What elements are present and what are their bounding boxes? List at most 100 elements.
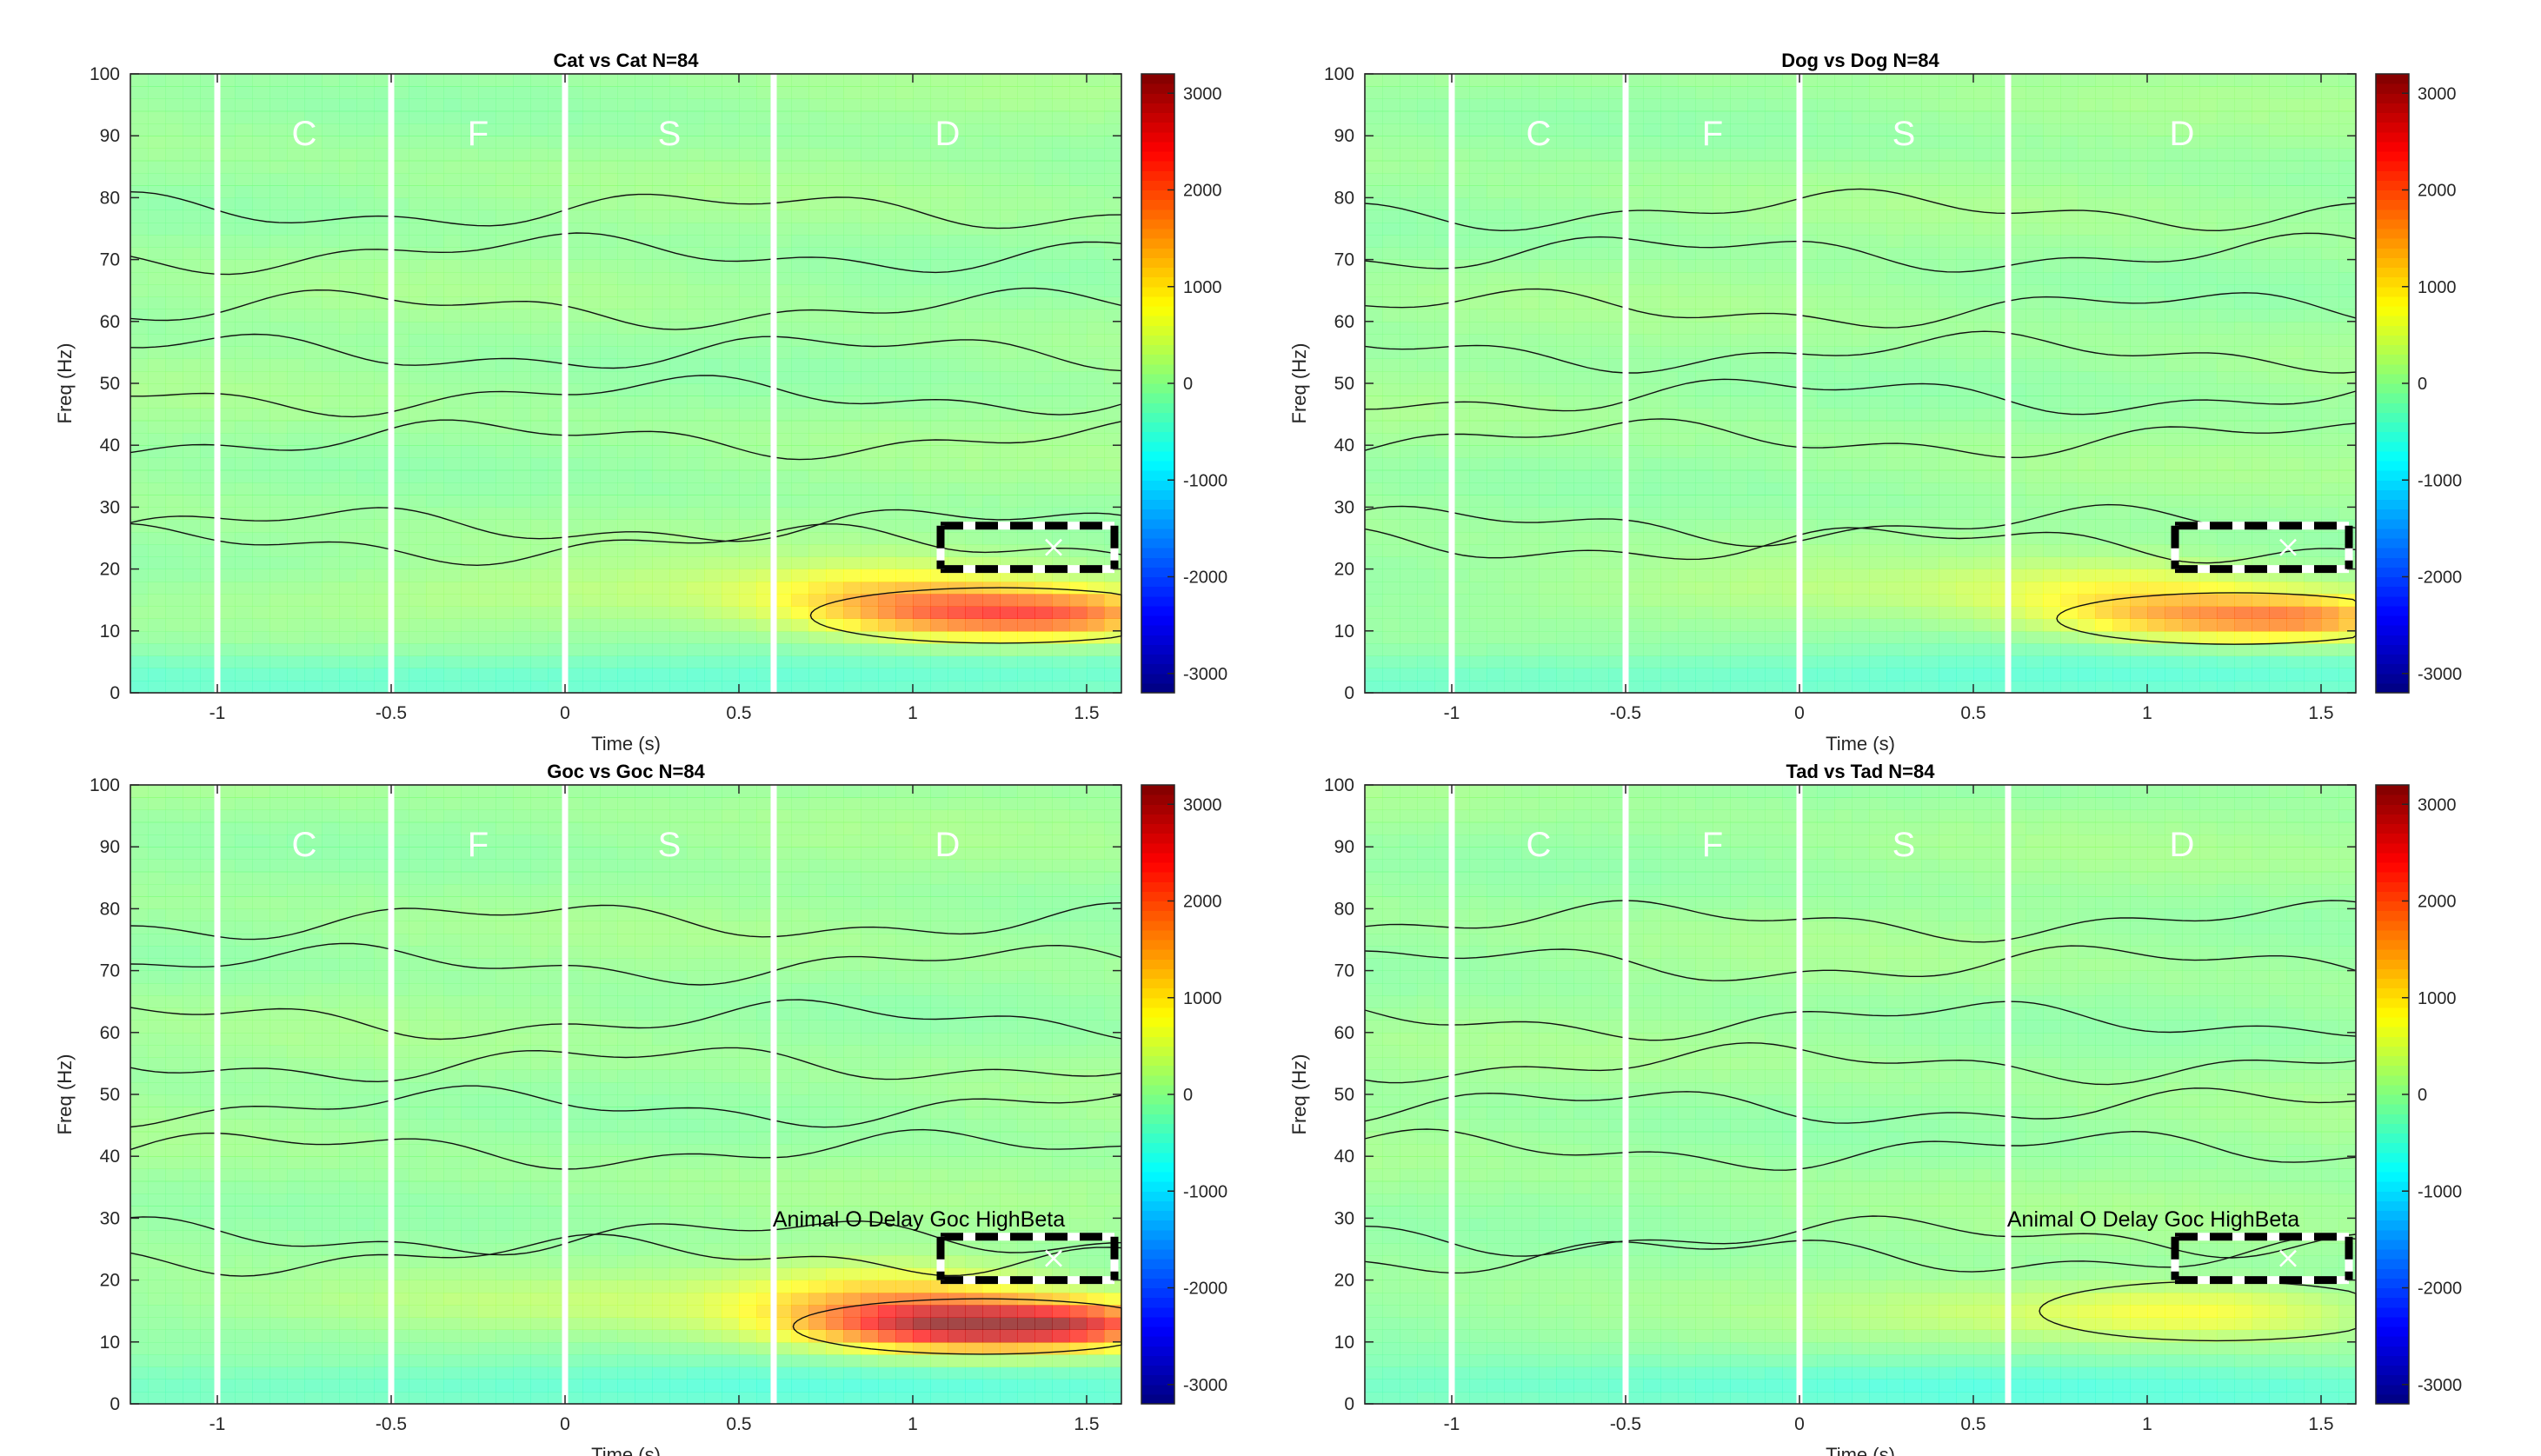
heatmap-cell [1521,581,1540,595]
heatmap-cell [513,209,531,223]
heatmap-cell [913,86,931,100]
heatmap-cell [1069,457,1088,471]
heatmap-cell [356,618,375,632]
heatmap-cell [252,235,270,248]
heatmap-cell [669,655,688,669]
heatmap-cell [287,235,305,248]
heatmap-cell [374,445,392,459]
heatmap-cell [1417,222,1435,236]
heatmap-cell [1886,370,1905,384]
heatmap-cell [1921,544,1939,557]
heatmap-cell [1434,209,1453,223]
heatmap-cell [217,420,236,434]
heatmap-cell [1817,284,1835,297]
heatmap-cell [582,432,601,446]
heatmap-cell [1052,321,1070,335]
heatmap-cell [374,247,392,261]
heatmap-cell [1573,334,1592,347]
heatmap-cell [1886,482,1905,495]
heatmap-cell [322,148,340,162]
heatmap-cell [1017,235,1035,248]
heatmap-cell [756,185,775,198]
colorbar-segment [1141,402,1174,413]
heatmap-cell [1539,531,1557,545]
heatmap-cell [1956,643,1974,656]
heatmap-cell [826,568,844,582]
heatmap-cell [1834,396,1853,409]
heatmap-cell [1382,482,1400,495]
heatmap-cell [722,680,740,694]
heatmap-cell [687,507,705,521]
heatmap-cell [1695,74,1713,87]
heatmap-cell [1591,123,1609,136]
heatmap-cell [930,358,948,372]
heatmap-cell [478,581,496,595]
heatmap-cell [1852,495,1870,508]
heatmap-cell [461,309,479,322]
heatmap-cell [339,74,357,87]
heatmap-cell [1939,544,1957,557]
heatmap-cell [1904,606,1922,620]
heatmap-cell [513,544,531,557]
colorbar-segment [1141,238,1174,249]
heatmap-cell [148,432,166,446]
heatmap-cell [930,235,948,248]
heatmap-cell [617,469,635,483]
heatmap-cell [1052,383,1070,396]
heatmap-cell [635,680,653,694]
heatmap-cell [739,110,757,124]
heatmap-cell [1487,581,1505,595]
heatmap-cell [1087,606,1105,620]
heatmap-cell [600,630,618,644]
heatmap-cell [895,680,914,694]
heatmap-cell [652,74,670,87]
heatmap-cell [930,445,948,459]
heatmap-cell [948,222,966,236]
heatmap-cell [1104,222,1122,236]
heatmap-cell [252,383,270,396]
heatmap-cell [1521,309,1540,322]
heatmap-cell [878,247,896,261]
heatmap-cell [1000,408,1018,422]
heatmap-cell [565,643,583,656]
heatmap-cell [269,432,288,446]
heatmap-cell [322,396,340,409]
heatmap-cell [878,519,896,533]
heatmap-cell [1400,334,1418,347]
heatmap-cell [1852,519,1870,533]
heatmap-cell [1104,370,1122,384]
heatmap-cell [635,346,653,360]
heatmap-cell [165,432,183,446]
heatmap-cell [1852,235,1870,248]
heatmap-cell [1591,507,1609,521]
heatmap-cell [356,594,375,607]
heatmap-cell [513,445,531,459]
heatmap-cell [1695,346,1713,360]
heatmap-cell [1556,358,1574,372]
heatmap-cell [1730,110,1748,124]
heatmap-cell [1434,383,1453,396]
heatmap-cell [1034,495,1053,508]
heatmap-cell [496,655,514,669]
heatmap-cell [565,148,583,162]
y-tick-label: 40 [100,435,120,455]
roi-box [936,522,1119,574]
heatmap-cell [391,172,409,186]
heatmap-cell [913,630,931,644]
heatmap-cell [426,432,444,446]
heatmap-cell [2025,655,2044,669]
heatmap-cell [774,507,792,521]
heatmap-cell [1521,606,1540,620]
heatmap-cell [600,396,618,409]
heatmap-cell [843,271,861,285]
heatmap-cell [582,420,601,434]
heatmap-cell [1678,309,1696,322]
contour-line [130,191,1122,229]
heatmap-cell [374,110,392,124]
heatmap-cell [791,482,809,495]
heatmap-cell [269,370,288,384]
heatmap-cell [1487,643,1505,656]
heatmap-cell [1069,160,1088,174]
heatmap-cell [1660,148,1679,162]
heatmap-cell [1452,358,1470,372]
